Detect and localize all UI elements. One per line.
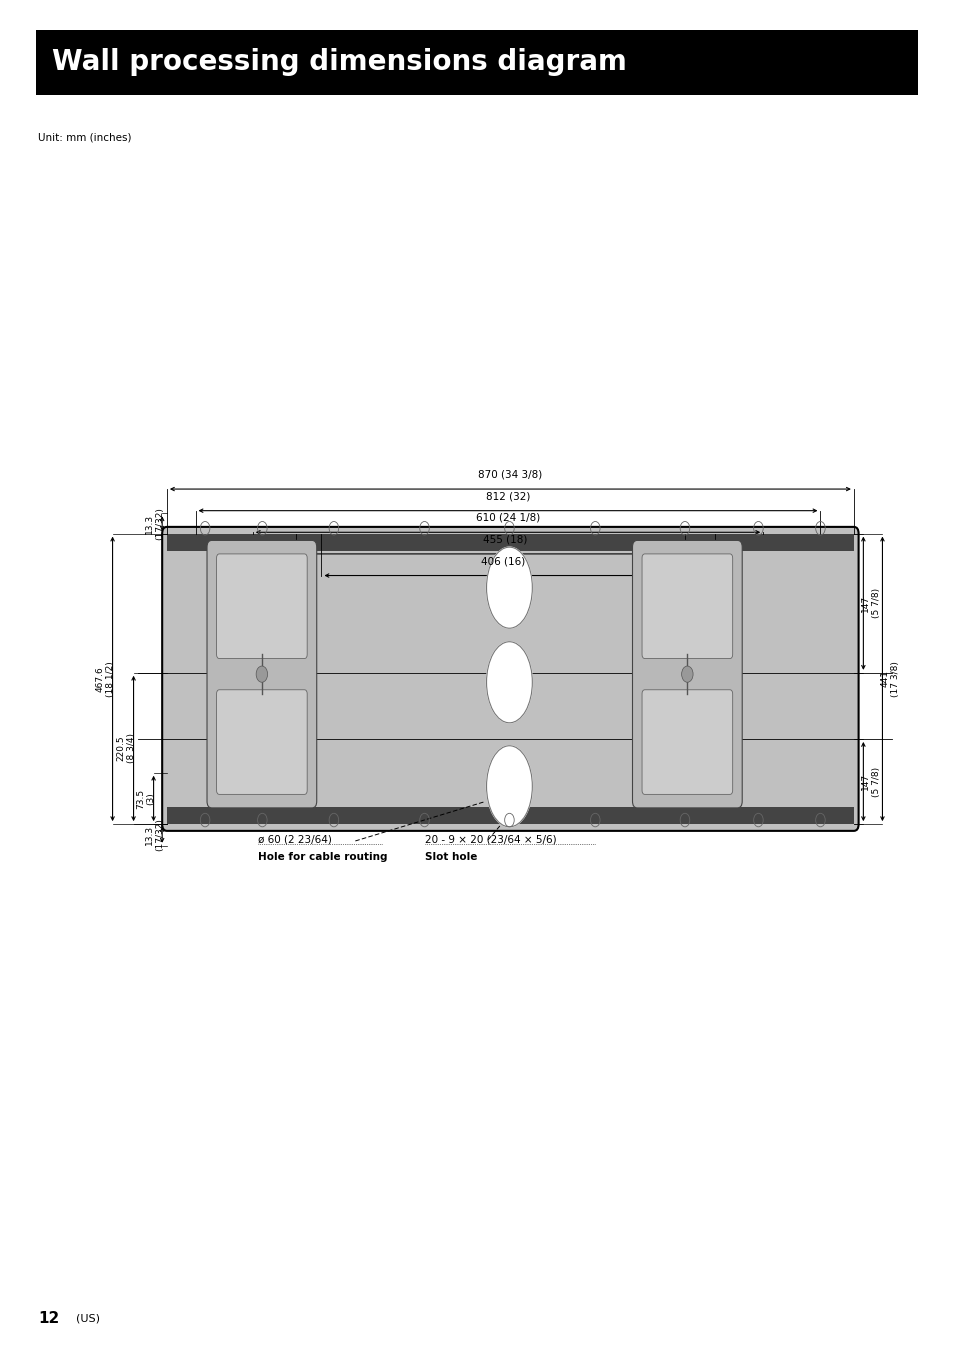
Text: 13.3
(17/32): 13.3 (17/32) <box>145 819 164 851</box>
Bar <box>167 534 853 551</box>
Ellipse shape <box>486 642 532 723</box>
FancyBboxPatch shape <box>641 554 732 658</box>
Circle shape <box>680 666 692 682</box>
Text: 73.5
(3): 73.5 (3) <box>136 789 155 808</box>
Text: 20 - 9 × 20 (23/64 × 5/6): 20 - 9 × 20 (23/64 × 5/6) <box>424 835 556 844</box>
Text: Hole for cable routing: Hole for cable routing <box>257 852 387 862</box>
FancyBboxPatch shape <box>641 690 732 794</box>
Text: 610 (24 1/8): 610 (24 1/8) <box>476 513 539 523</box>
Text: Unit: mm (inches): Unit: mm (inches) <box>38 132 132 143</box>
FancyBboxPatch shape <box>162 527 858 831</box>
Text: 147
(5 7/8): 147 (5 7/8) <box>861 588 880 619</box>
FancyBboxPatch shape <box>216 554 307 658</box>
Text: 870 (34 3/8): 870 (34 3/8) <box>477 470 542 480</box>
Text: 467.6
(18 1/2): 467.6 (18 1/2) <box>95 661 114 697</box>
FancyBboxPatch shape <box>632 540 741 808</box>
Bar <box>167 807 853 824</box>
Ellipse shape <box>486 547 532 628</box>
Ellipse shape <box>486 746 532 827</box>
Bar <box>36 30 917 95</box>
Text: ø 60 (2 23/64): ø 60 (2 23/64) <box>257 835 331 844</box>
Text: Wall processing dimensions diagram: Wall processing dimensions diagram <box>52 49 627 76</box>
Text: 13.3
(17/32): 13.3 (17/32) <box>145 507 164 540</box>
Text: 220.5
(8 3/4): 220.5 (8 3/4) <box>116 734 135 763</box>
Text: Slot hole: Slot hole <box>424 852 476 862</box>
FancyBboxPatch shape <box>207 540 316 808</box>
Text: 455 (18): 455 (18) <box>483 535 527 544</box>
Text: 12: 12 <box>38 1310 59 1327</box>
Text: 812 (32): 812 (32) <box>485 492 530 501</box>
Text: (US): (US) <box>76 1313 100 1324</box>
Text: 147
(5 7/8): 147 (5 7/8) <box>861 766 880 797</box>
FancyBboxPatch shape <box>216 690 307 794</box>
Circle shape <box>255 666 267 682</box>
Text: 441
(17 3/8): 441 (17 3/8) <box>880 661 899 697</box>
Text: 406 (16): 406 (16) <box>480 557 525 566</box>
